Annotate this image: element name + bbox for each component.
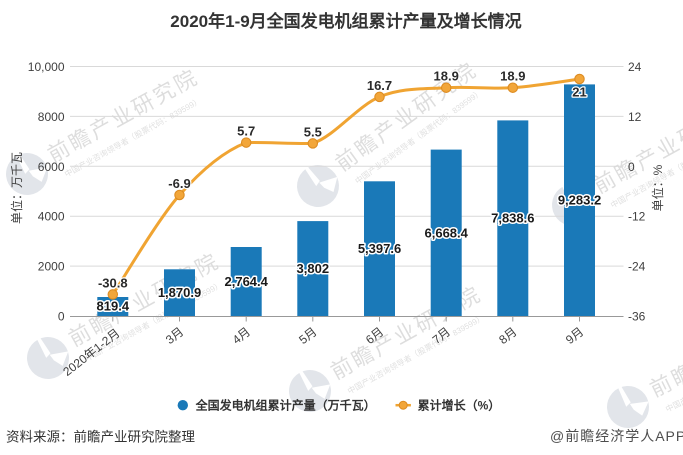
svg-text:18.9: 18.9 xyxy=(500,69,525,84)
svg-text:9,283.2: 9,283.2 xyxy=(558,193,601,208)
svg-text:3,802: 3,802 xyxy=(297,261,330,276)
svg-text:24: 24 xyxy=(628,60,642,74)
svg-text:16.7: 16.7 xyxy=(367,78,392,93)
svg-text:1,870.9: 1,870.9 xyxy=(158,285,201,300)
svg-text:全国发电机组累计产量（万千瓦）: 全国发电机组累计产量（万千瓦） xyxy=(195,398,376,413)
svg-text:单位：%: 单位：% xyxy=(650,164,665,211)
svg-text:21: 21 xyxy=(572,84,586,99)
svg-text:2,764.4: 2,764.4 xyxy=(225,274,269,289)
svg-text:5.7: 5.7 xyxy=(237,124,255,139)
svg-text:12: 12 xyxy=(628,110,642,124)
svg-text:7,838.6: 7,838.6 xyxy=(491,211,534,226)
svg-text:-12: -12 xyxy=(628,210,646,224)
svg-text:0: 0 xyxy=(628,160,635,174)
svg-text:资料来源：前瞻产业研究院整理: 资料来源：前瞻产业研究院整理 xyxy=(6,429,195,445)
svg-text:2000: 2000 xyxy=(38,260,65,274)
svg-text:-36: -36 xyxy=(628,310,646,324)
svg-text:累计增长（%）: 累计增长（%） xyxy=(418,398,501,413)
svg-text:-6.9: -6.9 xyxy=(168,176,190,191)
svg-text:-30.8: -30.8 xyxy=(98,275,128,290)
svg-text:2020年1-9月全国发电机组累计产量及增长情况: 2020年1-9月全国发电机组累计产量及增长情况 xyxy=(170,11,521,31)
svg-text:6000: 6000 xyxy=(38,160,65,174)
svg-text:8000: 8000 xyxy=(38,110,65,124)
svg-text:单位：万千瓦: 单位：万千瓦 xyxy=(9,152,24,224)
svg-text:18.9: 18.9 xyxy=(434,69,459,84)
svg-text:10,000: 10,000 xyxy=(28,60,65,74)
svg-text:819.4: 819.4 xyxy=(97,298,130,313)
svg-text:@前瞻经济学人APP: @前瞻经济学人APP xyxy=(550,428,683,444)
svg-text:5,397.6: 5,397.6 xyxy=(358,241,401,256)
svg-text:6,668.4: 6,668.4 xyxy=(425,225,469,240)
svg-text:0: 0 xyxy=(58,310,65,324)
svg-text:4000: 4000 xyxy=(38,210,65,224)
svg-text:5.5: 5.5 xyxy=(304,124,322,139)
svg-text:-24: -24 xyxy=(628,260,646,274)
